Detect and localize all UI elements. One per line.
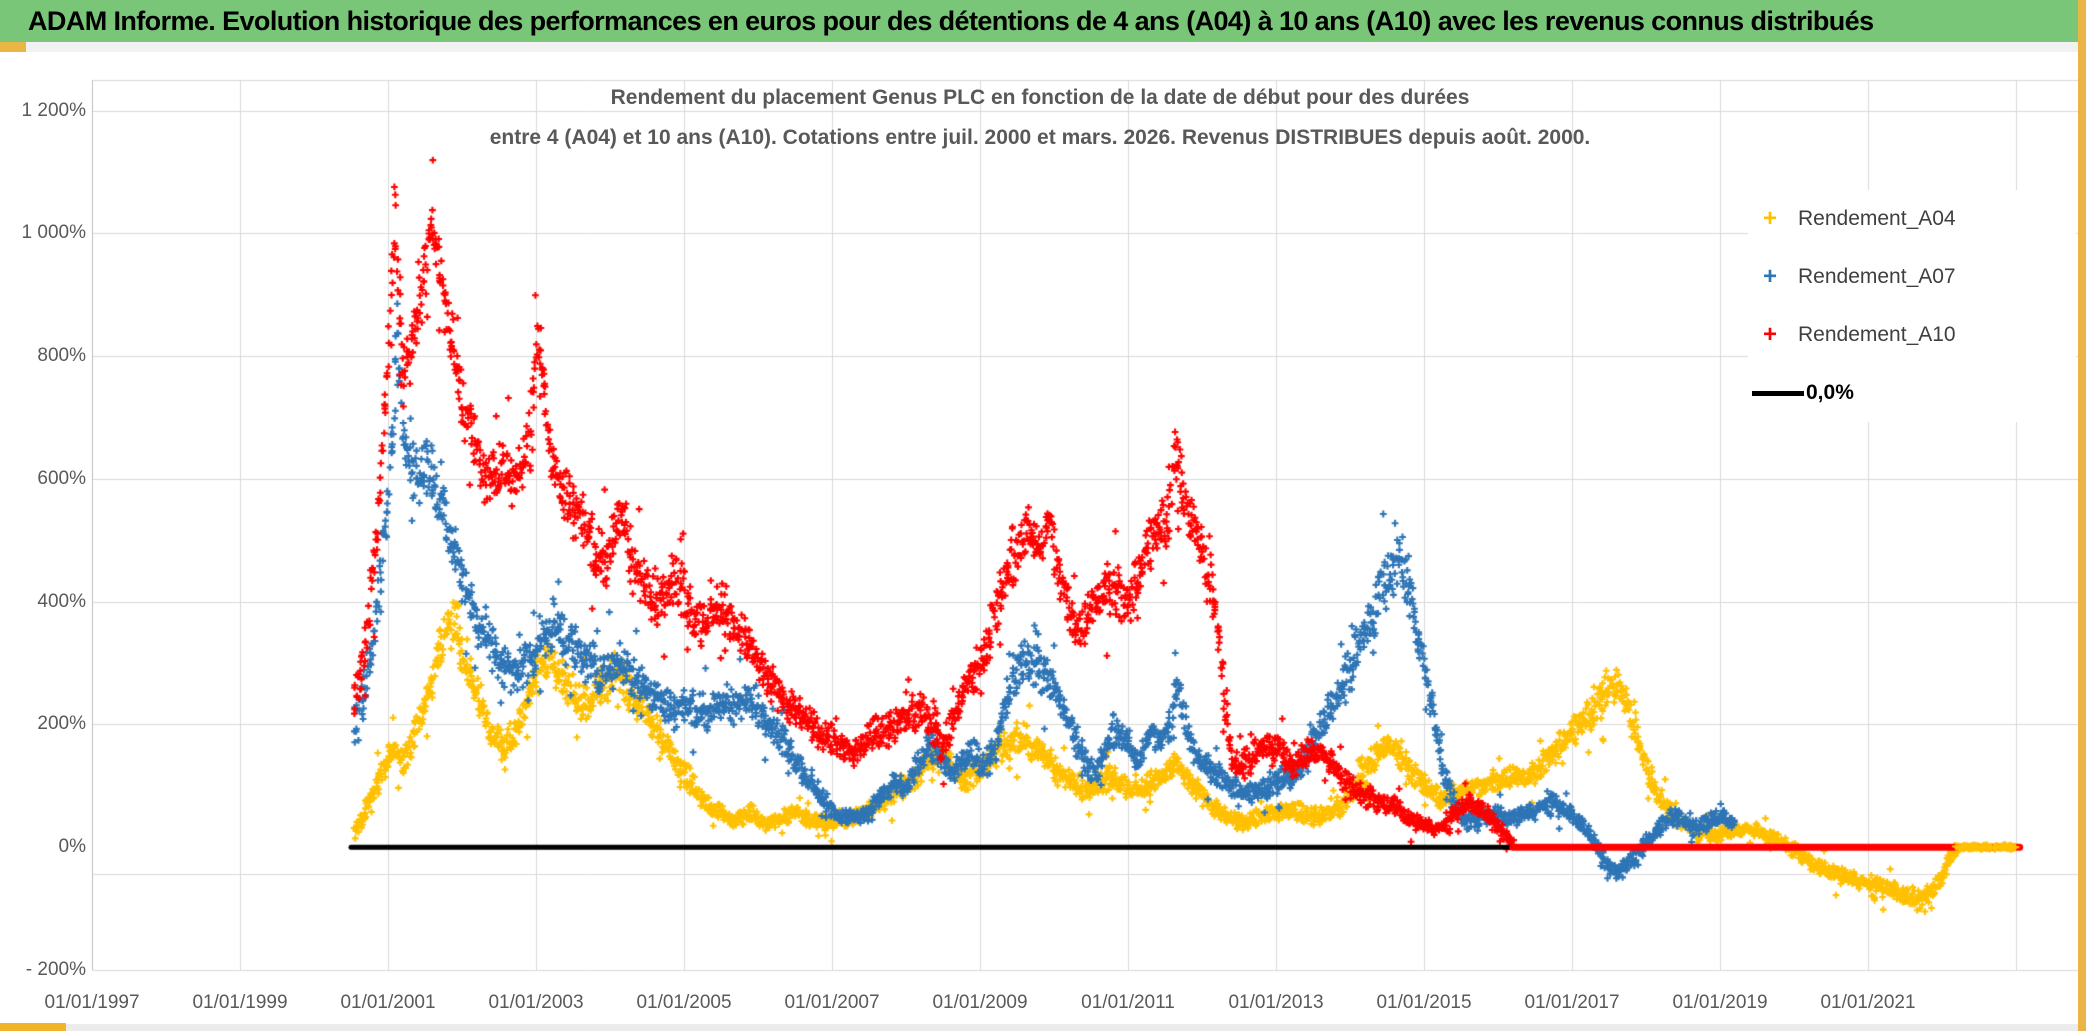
legend-item-rendement-a04[interactable]: + Rendement_A04 xyxy=(1748,190,2076,248)
y-tick-label: 400% xyxy=(37,590,86,612)
y-tick-label: 600% xyxy=(37,467,86,489)
x-tick-label: 01/01/1997 xyxy=(44,992,140,1013)
x-tick-label: 01/01/2011 xyxy=(1081,992,1175,1013)
gold-right-border xyxy=(2078,0,2086,1031)
x-tick-label: 01/01/1999 xyxy=(192,992,288,1013)
x-tick-label: 01/01/2013 xyxy=(1228,992,1324,1013)
legend-label: Rendement_A07 xyxy=(1798,265,1956,288)
plus-marker-icon: + xyxy=(1762,321,1777,348)
legend-label: Rendement_A04 xyxy=(1798,207,1956,230)
x-tick-label: 01/01/2015 xyxy=(1376,992,1472,1013)
y-tick-label: 1 000% xyxy=(21,222,86,244)
y-tick-label: 800% xyxy=(37,345,86,367)
gold-corner-bottom-left xyxy=(0,1023,66,1031)
y-tick-label: 1 200% xyxy=(21,99,86,121)
x-tick-label: 01/01/2009 xyxy=(932,992,1028,1013)
chart-title-line-2: entre 4 (A04) et 10 ans (A10). Cotations… xyxy=(489,126,1591,149)
x-tick-label: 01/01/2003 xyxy=(488,992,584,1013)
y-tick-label: 200% xyxy=(37,713,86,735)
x-tick-label: 01/01/2007 xyxy=(784,992,880,1013)
bottom-strip xyxy=(0,1024,2078,1031)
legend-label: Rendement_A10 xyxy=(1798,323,1956,346)
line-marker-icon xyxy=(1752,390,1804,396)
x-tick-label: 01/01/2019 xyxy=(1672,992,1768,1013)
legend-item-zero-line[interactable]: 0,0% xyxy=(1748,364,2076,422)
x-tick-label: 01/01/2001 xyxy=(340,992,436,1013)
x-tick-label: 01/01/2021 xyxy=(1820,992,1916,1013)
chart-title-line-1: Rendement du placement Genus PLC en fonc… xyxy=(610,86,1470,109)
chart-legend: + Rendement_A04 + Rendement_A07 + Rendem… xyxy=(1748,190,2076,422)
x-tick-label: 01/01/2017 xyxy=(1524,992,1620,1013)
y-tick-label: 0% xyxy=(58,836,86,858)
legend-item-rendement-a10[interactable]: + Rendement_A10 xyxy=(1748,306,2076,364)
y-tick-label: - 200% xyxy=(25,959,86,980)
plus-marker-icon: + xyxy=(1762,263,1777,290)
legend-item-rendement-a07[interactable]: + Rendement_A07 xyxy=(1748,248,2076,306)
plus-marker-icon: + xyxy=(1762,205,1777,232)
x-tick-label: 01/01/2005 xyxy=(636,992,732,1013)
legend-label: 0,0% xyxy=(1806,381,1854,404)
